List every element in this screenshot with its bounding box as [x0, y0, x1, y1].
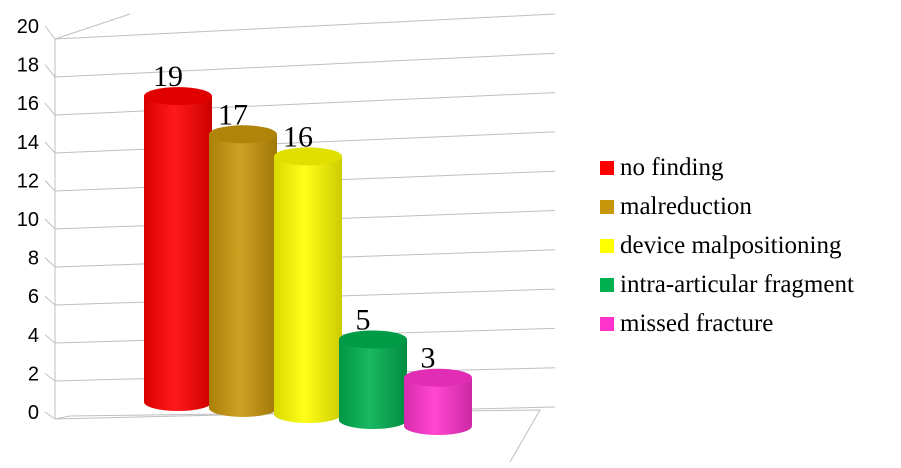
tick-mark — [44, 180, 56, 192]
legend-swatch — [600, 316, 614, 331]
tick-mark — [44, 218, 56, 230]
legend-label: missed fracture — [620, 309, 774, 337]
tick-mark — [44, 25, 56, 40]
y-tick-label: 20 — [17, 16, 39, 38]
data-label: 3 — [421, 342, 436, 375]
data-label: 16 — [283, 120, 313, 153]
legend-item: no finding — [600, 148, 854, 187]
y-tick-label: 0 — [28, 402, 39, 424]
data-label: 17 — [218, 98, 248, 131]
legend-item: missed fracture — [600, 304, 854, 343]
tick-mark — [44, 102, 56, 116]
wall-edge-top — [54, 13, 131, 40]
y-tick-label: 10 — [17, 209, 39, 231]
gridline — [54, 92, 556, 116]
legend: no finding malreduction device malposition… — [600, 148, 854, 343]
bar-no-finding — [144, 87, 212, 411]
legend-label: device malpositioning — [620, 231, 842, 259]
legend-label: no finding — [620, 153, 724, 181]
bar-body — [209, 134, 277, 417]
legend-swatch — [600, 199, 614, 214]
data-labels: 19 17 16 5 3 — [153, 60, 436, 375]
legend-swatch — [600, 277, 614, 292]
legend-label: malreduction — [620, 192, 752, 220]
bar-missed-fracture — [404, 368, 472, 435]
bar-body — [339, 339, 407, 429]
bar-intra-articular-fragment — [339, 330, 407, 429]
legend-item: intra-articular fragment — [600, 265, 854, 304]
bar-top — [274, 147, 342, 166]
gridline — [54, 131, 556, 154]
legend-item: malreduction — [600, 187, 854, 226]
y-tick-label: 18 — [17, 55, 39, 77]
tick-mark — [44, 334, 56, 344]
legend-item: device malpositioning — [600, 226, 854, 265]
y-tick-label: 12 — [17, 170, 39, 192]
y-tick-label: 8 — [28, 248, 39, 270]
bar-body — [404, 377, 472, 435]
tick-mark — [44, 257, 56, 268]
tick-mark — [44, 64, 56, 78]
data-label: 5 — [356, 304, 371, 337]
tick-mark — [44, 411, 56, 420]
bar-device-malpositioning — [274, 147, 342, 423]
bars — [144, 87, 472, 435]
legend-label: intra-articular fragment — [620, 270, 854, 298]
gridline — [54, 13, 556, 40]
bar-malreduction — [209, 125, 277, 417]
tick-mark — [44, 141, 56, 154]
tick-mark — [44, 295, 56, 306]
tick-mark — [44, 373, 56, 382]
y-tick-label: 14 — [17, 132, 39, 154]
bar-top — [404, 368, 472, 387]
legend-swatch — [600, 160, 614, 175]
y-tick-label: 2 — [28, 363, 39, 385]
legend-swatch — [600, 238, 614, 253]
bar-body — [144, 96, 212, 411]
bar-top — [339, 330, 407, 349]
bar-body — [274, 156, 342, 423]
bar-top — [209, 125, 277, 144]
bar-top — [144, 87, 212, 106]
gridline — [54, 52, 556, 78]
y-axis-ticks: 0 2 4 6 8 10 12 14 16 18 20 — [17, 16, 39, 424]
data-label: 19 — [153, 60, 183, 93]
y-tick-label: 16 — [17, 93, 39, 115]
y-tick-label: 4 — [28, 325, 39, 347]
y-tick-label: 6 — [28, 286, 39, 308]
